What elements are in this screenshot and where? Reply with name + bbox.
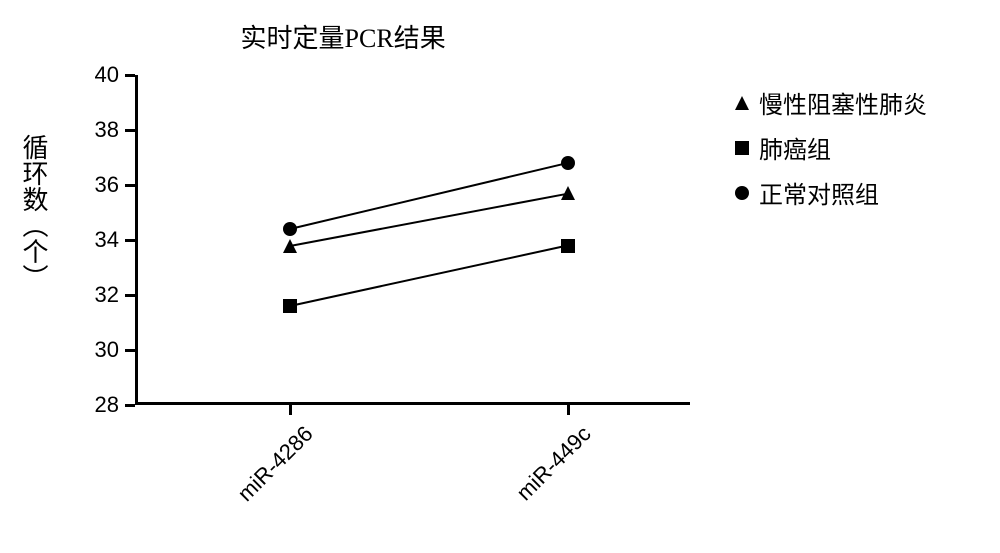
y-tick-label: 34 — [75, 227, 119, 253]
series-line — [290, 245, 568, 307]
legend-label: 肺癌组 — [759, 130, 831, 165]
y-tick-label: 28 — [75, 392, 119, 418]
legend-marker-circle-icon — [735, 186, 749, 200]
x-tick — [289, 405, 292, 415]
y-tick-label: 32 — [75, 282, 119, 308]
y-tick — [125, 239, 135, 242]
y-tick-label: 30 — [75, 337, 119, 363]
data-point-square — [561, 239, 575, 253]
x-tick-label: miR-4286 — [216, 421, 319, 524]
data-point-circle — [561, 156, 575, 170]
data-point-triangle — [283, 239, 297, 253]
y-tick — [125, 294, 135, 297]
y-axis — [135, 75, 138, 405]
y-tick — [125, 129, 135, 132]
y-tick — [125, 349, 135, 352]
y-tick-label: 36 — [75, 172, 119, 198]
data-point-triangle — [561, 186, 575, 200]
x-axis — [135, 402, 690, 405]
y-tick — [125, 74, 135, 77]
data-point-square — [283, 299, 297, 313]
legend-item: 慢性阻塞性肺炎 — [735, 85, 927, 120]
data-point-circle — [283, 222, 297, 236]
y-tick — [125, 404, 135, 407]
x-tick — [567, 405, 570, 415]
plot-area: 28303234363840miR-4286miR-449c — [135, 75, 690, 405]
x-tick-label: miR-449c — [493, 421, 596, 524]
legend-label: 慢性阻塞性肺炎 — [759, 85, 927, 120]
y-tick-label: 38 — [75, 117, 119, 143]
legend-item: 正常对照组 — [735, 175, 927, 210]
chart-container: 实时定量PCR结果 循环数（个） 28303234363840miR-4286m… — [0, 0, 1000, 553]
legend-label: 正常对照组 — [759, 175, 879, 210]
y-tick-label: 40 — [75, 62, 119, 88]
legend-marker-square-icon — [735, 141, 749, 155]
y-axis-label: 循环数（个） — [15, 134, 52, 290]
legend-item: 肺癌组 — [735, 130, 927, 165]
y-tick — [125, 184, 135, 187]
legend-marker-triangle-icon — [735, 96, 749, 110]
chart-title: 实时定量PCR结果 — [135, 18, 551, 55]
legend: 慢性阻塞性肺炎肺癌组正常对照组 — [735, 85, 927, 220]
